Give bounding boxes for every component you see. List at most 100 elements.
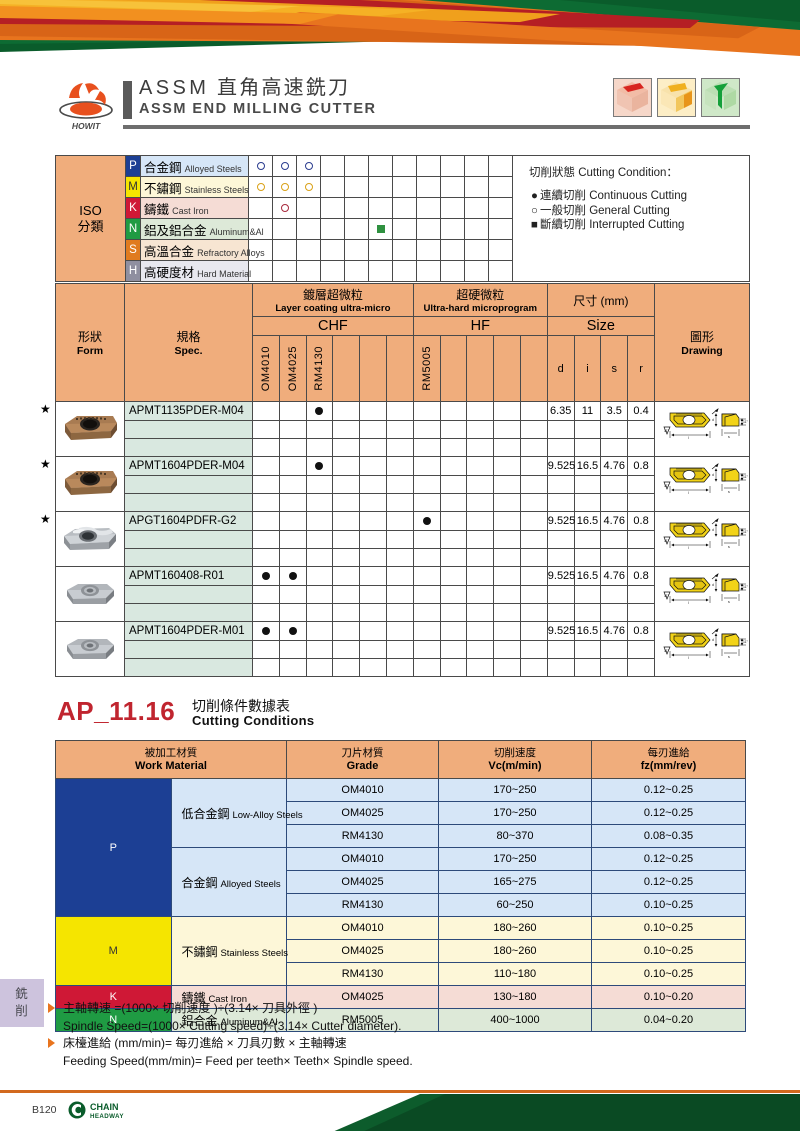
iso-grade-cell-P-1 bbox=[248, 155, 273, 177]
chf-cell-4-5-1 bbox=[359, 566, 387, 586]
chf-cell-2-1-3 bbox=[252, 493, 280, 512]
spec-product-row-2-sub3 bbox=[56, 493, 750, 512]
ultra-hard-en: Ultra-hard microprogram bbox=[423, 303, 538, 314]
chf-cell-5-3-3 bbox=[305, 658, 334, 677]
chf-cell-2-3-1 bbox=[305, 456, 334, 476]
cc-row-M: OM4025 180~260 0.10~0.25 bbox=[56, 939, 746, 963]
dim-s-5-3 bbox=[600, 658, 629, 677]
spec-product-row-1-sub2 bbox=[56, 420, 750, 439]
chf-cell-2-5-1 bbox=[359, 456, 387, 476]
hf-cell-4-4-1 bbox=[493, 566, 521, 586]
product-drawing-cell-3: 11° l d 11° s bbox=[654, 511, 750, 567]
dim-i-5-1: 16.5 bbox=[573, 621, 602, 641]
spec-product-row-4-sub3 bbox=[56, 603, 750, 622]
continuous-cutting-marker bbox=[422, 517, 431, 525]
spec-product-row-3-sub3 bbox=[56, 548, 750, 567]
insert-photo bbox=[65, 416, 117, 440]
iso-grade-cell-P-8 bbox=[416, 155, 441, 177]
hf-cell-1-1-3 bbox=[412, 438, 441, 457]
chf-cell-4-2-1 bbox=[278, 566, 307, 586]
spec-product-row-5-sub3 bbox=[56, 658, 750, 677]
new-product-star-icon-3: ★ bbox=[40, 512, 51, 526]
chf-cell-2-2-3 bbox=[278, 493, 307, 512]
hf-cell-5-3-3 bbox=[466, 658, 495, 677]
chf-cell-4-2-2 bbox=[278, 585, 307, 604]
general-cutting-marker bbox=[280, 162, 289, 170]
iso-grade-cell-S-5 bbox=[344, 239, 369, 261]
page-header: HOWIT ASSM 直角高速銑刀 ASSM END MILLING CUTTE… bbox=[55, 76, 750, 138]
chf-cell-1-1-1 bbox=[252, 401, 280, 421]
iso-grade-cell-P-9 bbox=[440, 155, 465, 177]
continuous-cutting-marker bbox=[261, 627, 270, 635]
dim-header-d: d bbox=[546, 335, 575, 402]
product-drawing-cell-1: 11° l d 11° s bbox=[654, 401, 750, 457]
svg-text:d: d bbox=[712, 583, 714, 587]
svg-text:d: d bbox=[712, 473, 714, 477]
general-cutting-marker bbox=[280, 204, 289, 212]
note-en: Spindle Speed=(1000× Cutting speed)÷(3.1… bbox=[63, 1019, 402, 1033]
insert-drawing: 11° l d 11° s bbox=[663, 628, 748, 660]
cc-grade: OM4010 bbox=[286, 778, 439, 802]
chf-cell-2-2-1 bbox=[278, 456, 307, 476]
continuous-cutting-marker bbox=[261, 572, 270, 580]
product-spec-blank-3-2 bbox=[124, 548, 253, 567]
spec-header-en: Spec. bbox=[174, 345, 203, 357]
iso-grade-cell-H-4 bbox=[320, 260, 345, 282]
iso-grade-cell-S-4 bbox=[320, 239, 345, 261]
hf-cell-3-4-1 bbox=[493, 511, 521, 531]
chf-cell-5-4-1 bbox=[332, 621, 361, 641]
cc-grade: RM5005 bbox=[286, 1008, 439, 1032]
cc-material-name: 低合金鋼 Low-Alloy Steels bbox=[170, 778, 303, 848]
svg-text:11°: 11° bbox=[664, 594, 670, 598]
hf-cell-3-1-2 bbox=[412, 530, 441, 549]
chf-cell-3-2-2 bbox=[278, 530, 307, 549]
hf-cell-5-4-2 bbox=[493, 640, 521, 659]
spec-product-row-5-sub2 bbox=[56, 640, 750, 659]
product-photo-cell-3 bbox=[55, 511, 125, 567]
cc-group-letter-P: P bbox=[55, 778, 172, 917]
product-spec-blank-5-1 bbox=[124, 640, 253, 659]
dim-r-1-3 bbox=[627, 438, 655, 457]
chf-cell-5-1-1 bbox=[252, 621, 280, 641]
product-spec-2: APMT1604PDER-M04 bbox=[124, 456, 253, 476]
dim-s-4-1: 4.76 bbox=[600, 566, 629, 586]
hf-cell-1-4-2 bbox=[493, 420, 521, 439]
iso-grade-cell-P-4 bbox=[320, 155, 345, 177]
product-photo-cell-4 bbox=[55, 566, 125, 622]
form-header-cn: 形狀 bbox=[77, 330, 102, 344]
spec-head-row-3: OM4010 OM4025 RM4130 RM5005 d i s r bbox=[56, 335, 750, 402]
iso-group-letter-M: M bbox=[125, 176, 141, 198]
dim-s-1-2 bbox=[600, 420, 629, 439]
dim-i-3-2 bbox=[573, 530, 602, 549]
product-spec-blank-2-2 bbox=[124, 493, 253, 512]
iso-grade-cell-K-9 bbox=[440, 197, 465, 219]
dim-s-5-1: 4.76 bbox=[600, 621, 629, 641]
chf-cell-4-2-3 bbox=[278, 603, 307, 622]
iso-grade-cell-K-5 bbox=[344, 197, 369, 219]
dim-s-3-2 bbox=[600, 530, 629, 549]
insert-photo bbox=[67, 584, 114, 604]
chf-cell-4-3-1 bbox=[305, 566, 334, 586]
spec-product-row-4-sub1: APMT160408-R01 9.525 16.5 4.76 0.8 11° l d 11° s bbox=[55, 566, 750, 622]
drawing-header: 圖形 Drawing bbox=[654, 283, 750, 402]
side-tab-milling: 銑 削 bbox=[0, 979, 44, 1027]
chf-cell-2-4-1 bbox=[332, 456, 361, 476]
hf-cell-5-5-3 bbox=[519, 658, 548, 677]
footer-divider bbox=[0, 1090, 800, 1093]
cc-col-fzmmrev: 每刃進給 fz(mm/rev) bbox=[591, 740, 746, 779]
dim-i-1-1: 11 bbox=[573, 401, 602, 421]
cc-col-vcmmin: 切削速度 Vc(m/min) bbox=[438, 740, 592, 779]
general-cutting-marker bbox=[256, 183, 265, 191]
new-product-star-icon-1: ★ bbox=[40, 402, 51, 416]
side-tab-line1: 銑 bbox=[15, 987, 29, 1001]
chf-grade-col-2: OM4025 bbox=[278, 335, 307, 402]
hf-cell-4-1-3 bbox=[412, 603, 441, 622]
chf-cell-1-3-1 bbox=[305, 401, 334, 421]
note-cn: 床檯進給 (mm/min)= 每刃進給 × 刀具刃數 × 主軸轉速 bbox=[63, 1036, 347, 1050]
hf-cell-3-2-2 bbox=[439, 530, 468, 549]
cc-fz: 0.10~0.25 bbox=[591, 939, 746, 963]
chf-cell-5-3-2 bbox=[305, 640, 334, 659]
iso-grade-cell-M-9 bbox=[440, 176, 465, 198]
dim-i-5-3 bbox=[573, 658, 602, 677]
iso-grade-cell-H-6 bbox=[368, 260, 393, 282]
